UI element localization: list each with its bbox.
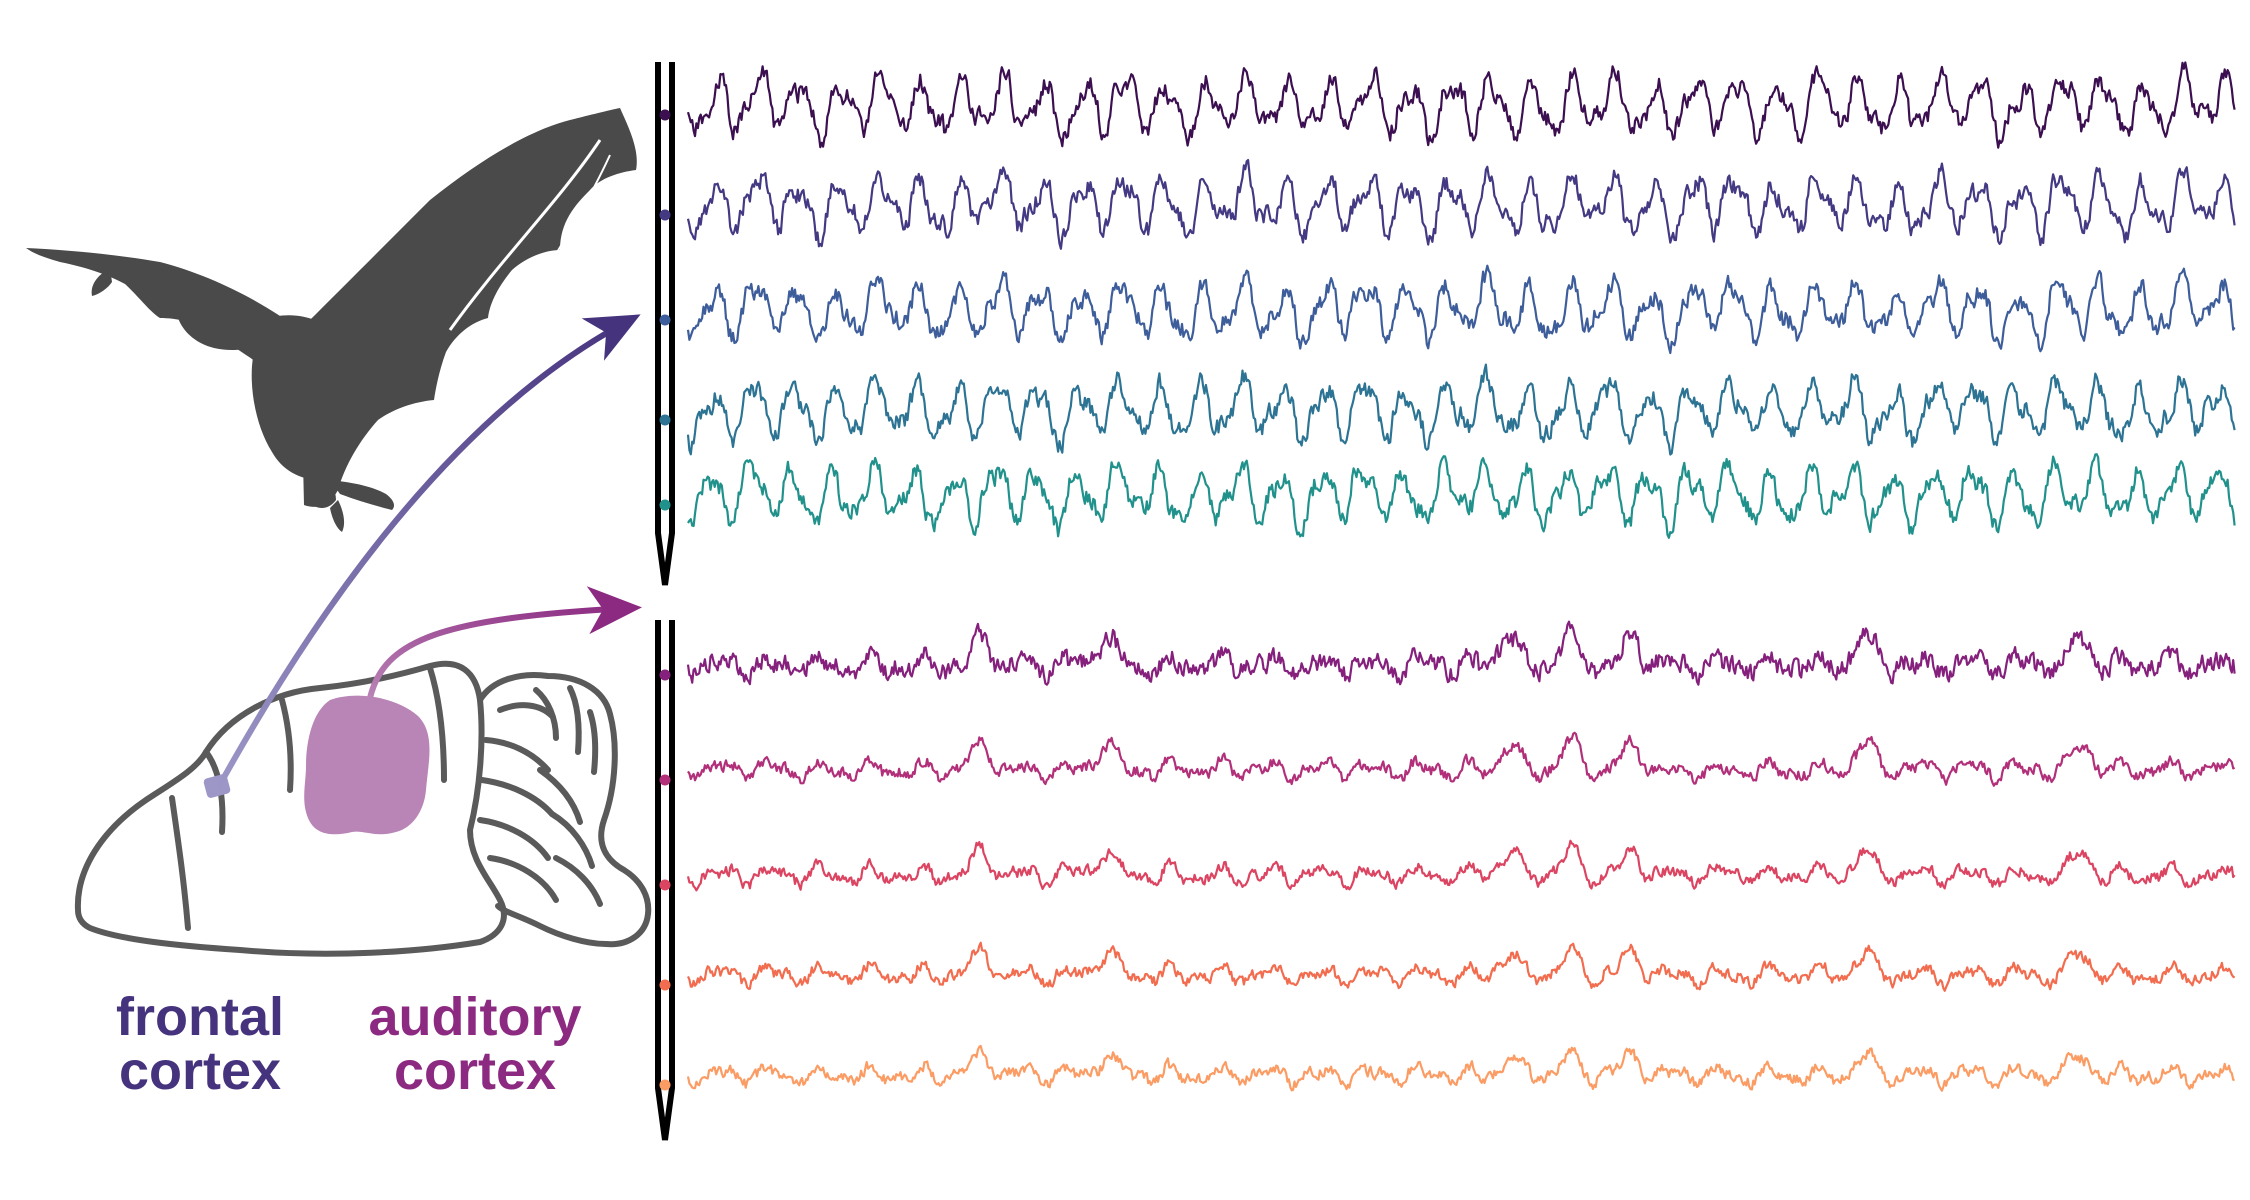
auditory-electrode-3: [659, 879, 671, 891]
auditory-trace-3: [686, 839, 2236, 892]
frontal-label-line2: cortex: [118, 1041, 282, 1101]
frontal-trace-2: [686, 159, 2236, 250]
frontal-trace-3: [686, 264, 2236, 355]
bat-silhouette: [26, 108, 637, 532]
auditory-cortex-label: auditory cortex: [330, 990, 620, 1098]
auditory-electrode-2: [659, 774, 671, 786]
frontal-trace-4: [686, 363, 2236, 456]
auditory-label-line1: auditory: [368, 987, 582, 1047]
frontal-arrow: [215, 314, 641, 791]
frontal-trace-1: [686, 61, 2236, 149]
auditory-trace-5: [686, 1044, 2235, 1092]
auditory-arrow: [367, 586, 642, 701]
auditory-electrode-5: [659, 1079, 671, 1091]
auditory-cortex-region: [304, 695, 430, 835]
frontal-electrode-5: [659, 499, 671, 511]
lfp-traces-group: [686, 61, 2236, 1092]
frontal-electrode-4: [659, 414, 671, 426]
brain-outline: [74, 660, 652, 957]
frontal-electrode-1: [659, 109, 671, 121]
auditory-trace-2: [687, 731, 2236, 787]
probes-group: [655, 62, 675, 1141]
frontal-electrode-3: [659, 314, 671, 326]
frontal-trace-5: [687, 453, 2236, 539]
frontal-cortex-label: frontal cortex: [80, 990, 320, 1098]
auditory-electrode-1: [659, 669, 671, 681]
auditory-trace-4: [686, 941, 2236, 992]
auditory-trace-1: [686, 620, 2236, 686]
frontal-electrode-2: [659, 209, 671, 221]
auditory-probe: [655, 620, 675, 1141]
auditory-label-line2: cortex: [393, 1041, 557, 1101]
auditory-electrode-4: [659, 979, 671, 991]
frontal-probe: [655, 62, 675, 586]
frontal-label-line1: frontal: [116, 987, 284, 1047]
